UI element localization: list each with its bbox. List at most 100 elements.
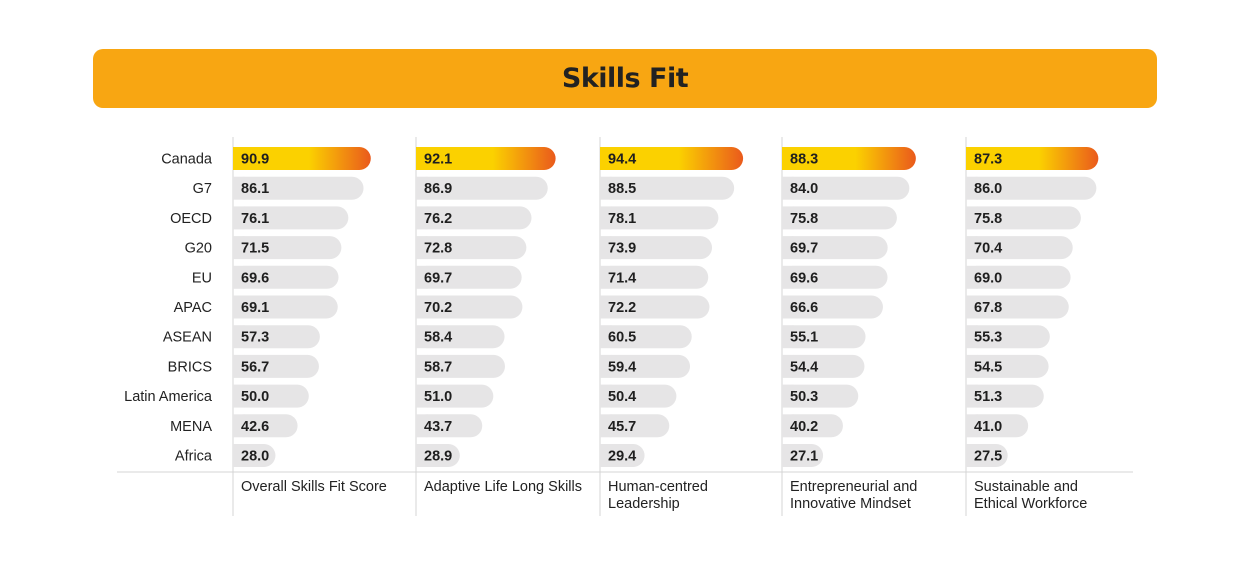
bar (233, 176, 364, 200)
bar (782, 414, 843, 438)
row-label: BRICS (168, 359, 212, 375)
value-label: 59.4 (608, 359, 636, 375)
row-label: Africa (175, 449, 213, 465)
value-label: 72.8 (424, 241, 452, 257)
bar (233, 384, 309, 408)
value-label: 69.7 (424, 270, 452, 286)
value-label: 69.7 (790, 241, 818, 257)
panel-label: Human-centred (608, 479, 708, 495)
value-label: 51.0 (424, 389, 452, 405)
bar-left-edge (782, 325, 794, 349)
bar (782, 176, 910, 200)
bar (966, 354, 1049, 378)
title-banner: Skills Fit (93, 49, 1157, 108)
bar-left-edge (416, 354, 428, 378)
value-label: 50.3 (790, 389, 818, 405)
bar (966, 236, 1073, 260)
value-label: 29.4 (608, 449, 636, 465)
value-label: 67.8 (974, 300, 1002, 316)
value-label: 88.3 (790, 152, 818, 168)
bar-left-edge (233, 236, 245, 260)
bar-left-edge (782, 147, 794, 170)
panel-label: Entrepreneurial and (790, 479, 917, 495)
bar-left-edge (966, 325, 978, 349)
value-label: 54.5 (974, 359, 1002, 375)
row-label: G20 (185, 241, 212, 257)
bar-left-edge (233, 265, 245, 289)
bar-left-edge (966, 206, 978, 230)
bar-left-edge (600, 147, 612, 170)
value-label: 28.9 (424, 449, 452, 465)
bar (233, 236, 342, 260)
bar-left-edge (600, 176, 612, 200)
bar-left-edge (416, 265, 428, 289)
value-label: 56.7 (241, 359, 269, 375)
row-label: Canada (161, 152, 213, 168)
bar (782, 325, 866, 349)
value-label: 27.5 (974, 449, 1002, 465)
bar-left-edge (966, 414, 978, 438)
bar (416, 414, 483, 438)
bar-left-edge (782, 444, 794, 467)
bar (233, 265, 339, 289)
bar (416, 265, 522, 289)
bar (782, 206, 897, 230)
bar (600, 414, 670, 438)
bar (233, 206, 349, 230)
value-label: 27.1 (790, 449, 818, 465)
value-label: 69.0 (974, 270, 1002, 286)
panel-label: Overall Skills Fit Score (241, 479, 387, 495)
bar-left-edge (233, 414, 245, 438)
value-label: 70.4 (974, 241, 1002, 257)
bar-left-edge (966, 354, 978, 378)
bar-left-edge (600, 295, 612, 319)
bar-highlight (416, 147, 556, 170)
bar (600, 295, 710, 319)
bar-left-edge (966, 265, 978, 289)
bar (966, 176, 1097, 200)
bar-left-edge (233, 325, 245, 349)
bar-left-edge (416, 176, 428, 200)
value-label: 50.4 (608, 389, 636, 405)
bar-left-edge (782, 414, 794, 438)
bar-left-edge (782, 384, 794, 408)
value-label: 86.9 (424, 181, 452, 197)
bar (416, 354, 505, 378)
bar-left-edge (966, 236, 978, 260)
panel-label: Sustainable and (974, 479, 1078, 495)
bar (966, 414, 1029, 438)
bar-left-edge (416, 236, 428, 260)
value-label: 69.6 (241, 270, 269, 286)
value-label: 88.5 (608, 181, 636, 197)
value-label: 87.3 (974, 152, 1002, 168)
value-label: 71.5 (241, 241, 269, 257)
bar-left-edge (782, 354, 794, 378)
row-label: OECD (170, 211, 212, 227)
value-label: 45.7 (608, 419, 636, 435)
bar (233, 414, 298, 438)
bar-left-edge (416, 325, 428, 349)
value-label: 55.1 (790, 330, 818, 346)
bar (600, 236, 713, 260)
value-label: 84.0 (790, 181, 818, 197)
bar-left-edge (600, 236, 612, 260)
bar (600, 206, 719, 230)
bar-left-edge (600, 414, 612, 438)
bar-left-edge (782, 295, 794, 319)
value-label: 43.7 (424, 419, 452, 435)
bar (416, 325, 505, 349)
bar (782, 354, 865, 378)
row-label: MENA (170, 419, 212, 435)
value-label: 78.1 (608, 211, 636, 227)
bar-left-edge (233, 176, 245, 200)
bar-left-edge (966, 384, 978, 408)
value-label: 51.3 (974, 389, 1002, 405)
bar-left-edge (233, 147, 245, 170)
bar (416, 206, 532, 230)
bar-left-edge (966, 295, 978, 319)
bar-highlight (233, 147, 371, 170)
bar (600, 265, 709, 289)
bar (233, 354, 319, 378)
bar-left-edge (416, 384, 428, 408)
